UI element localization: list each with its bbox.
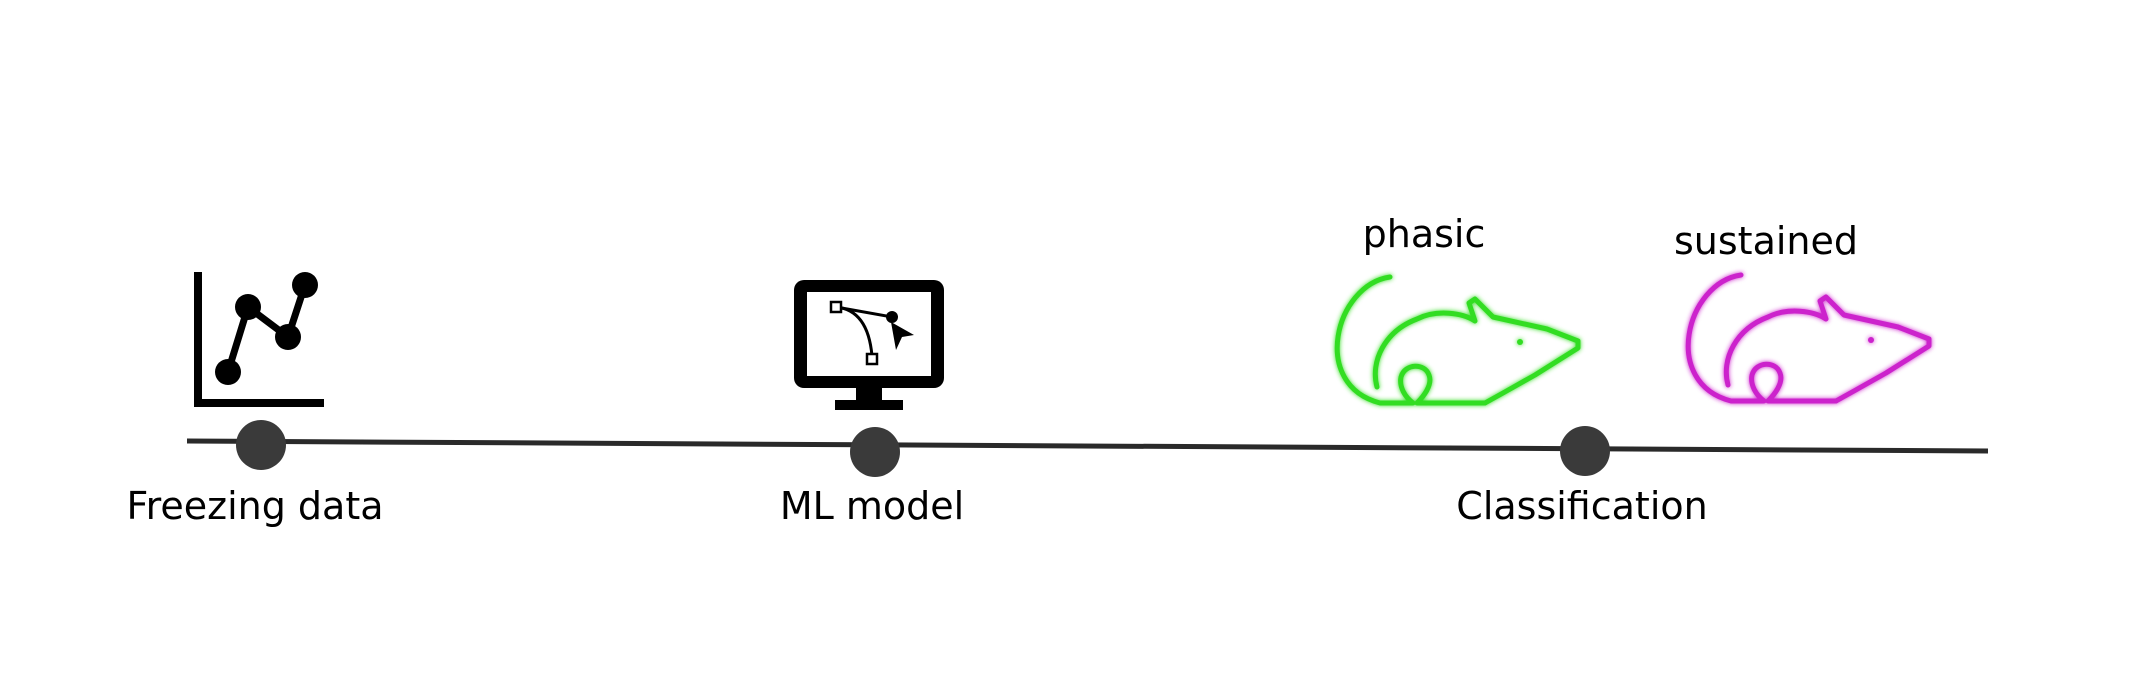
class-label-phasic: phasic (1363, 215, 1486, 253)
timeline-node-ml-model (850, 427, 900, 477)
line-chart-icon (198, 272, 324, 403)
mouse-outline (1688, 275, 1929, 401)
monitor-bezier-icon (794, 280, 944, 410)
step-label-freezing-data: Freezing data (126, 487, 383, 525)
mouse-icon-phasic (1337, 277, 1578, 403)
mouse-icon-sustained (1688, 275, 1929, 401)
step-label-ml-model: ML model (780, 487, 964, 525)
step-label-classification: Classification (1456, 487, 1707, 525)
timeline-node-freezing-data (236, 420, 286, 470)
mouse-outline (1337, 277, 1578, 403)
timeline-line (187, 441, 1988, 451)
mouse-eye (1517, 339, 1523, 345)
class-label-sustained: sustained (1674, 222, 1858, 260)
timeline-node-classification (1560, 426, 1610, 476)
mouse-eye (1868, 337, 1874, 343)
